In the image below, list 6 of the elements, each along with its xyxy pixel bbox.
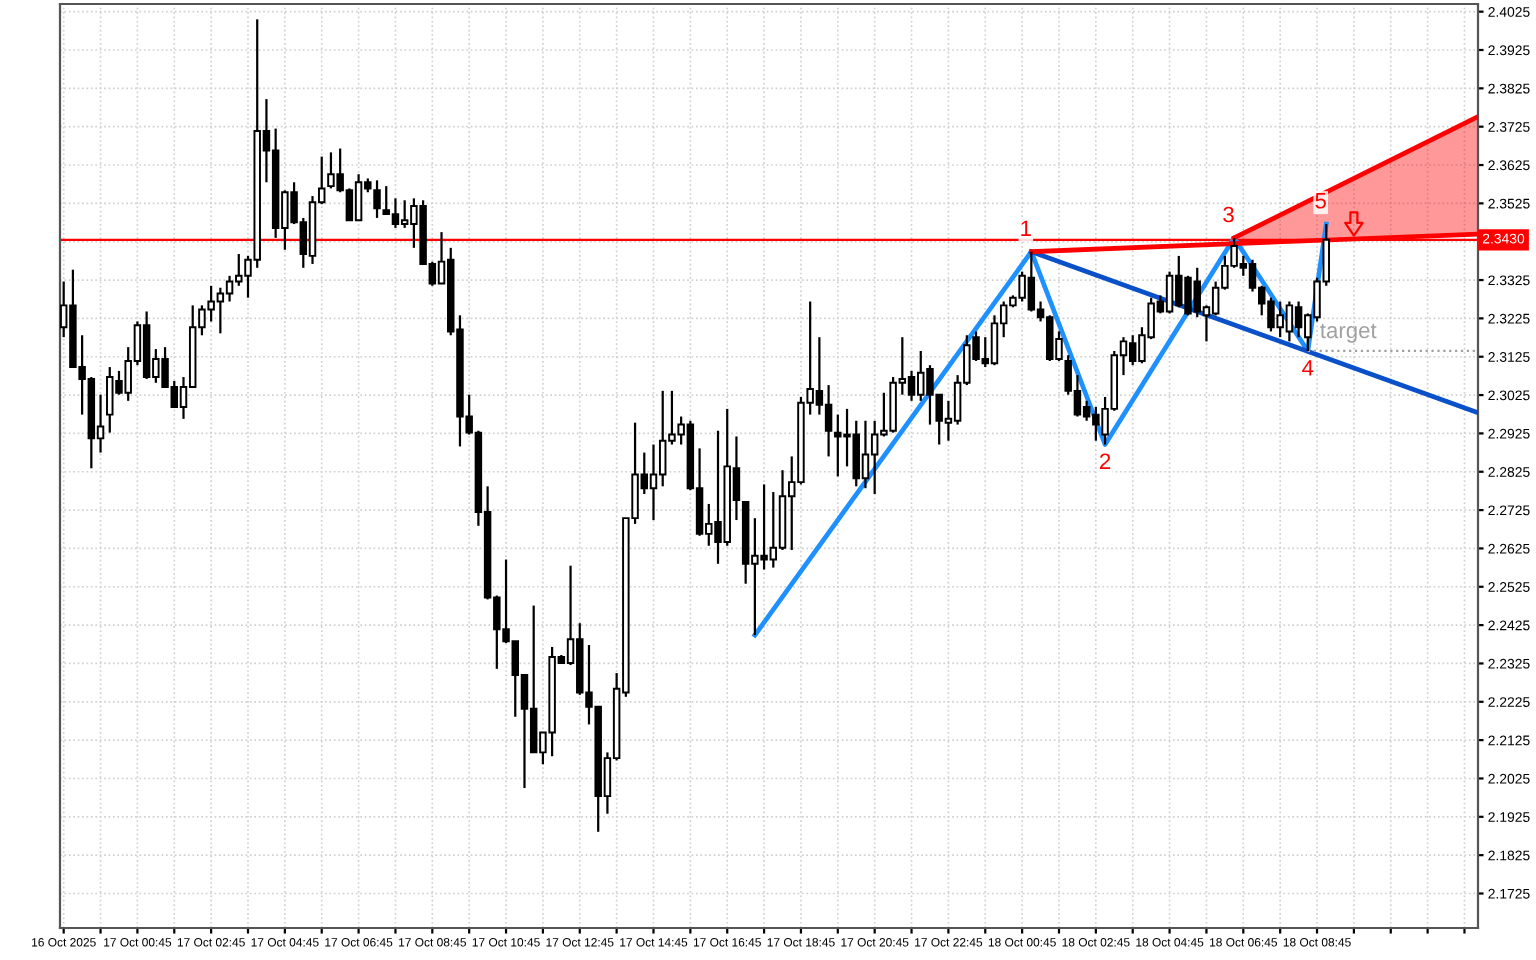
annotation: 4: [1302, 360, 1314, 376]
annotation: 5: [1315, 193, 1326, 209]
annotation: 1: [1021, 220, 1031, 236]
annotation: 2: [1100, 453, 1111, 469]
annotation: target: [1320, 323, 1377, 343]
annotation: 3: [1223, 206, 1234, 223]
